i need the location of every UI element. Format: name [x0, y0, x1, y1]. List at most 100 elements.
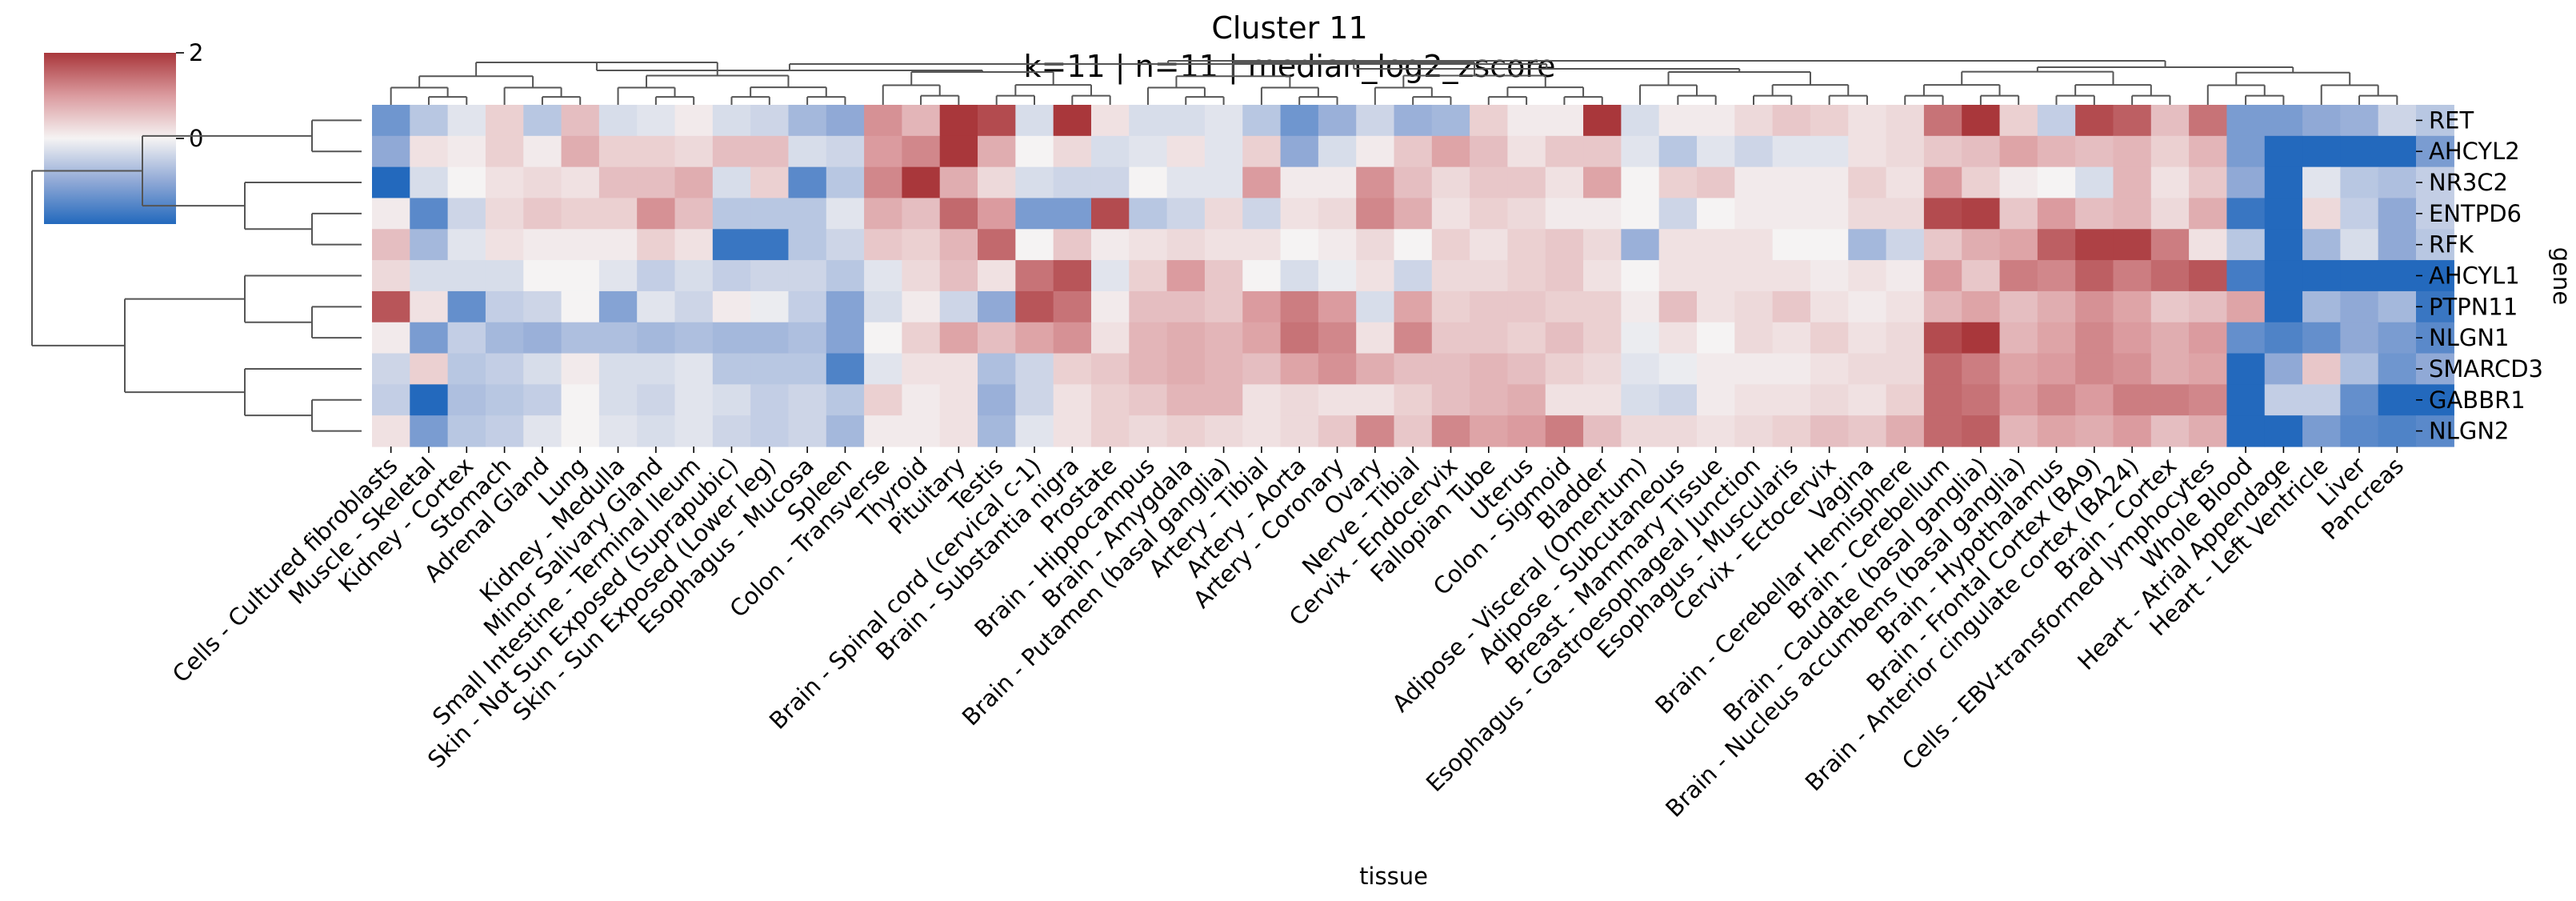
heatmap-cell: [1697, 105, 1735, 137]
heatmap-cell: [1772, 384, 1811, 416]
heatmap-cell: [2302, 384, 2341, 416]
heatmap-cell: [1507, 290, 1546, 323]
heatmap-cell: [2075, 260, 2114, 292]
heatmap-cell: [1090, 290, 1130, 323]
heatmap-cell: [788, 290, 827, 323]
heatmap-cell: [939, 322, 978, 354]
heatmap-cell: [1810, 229, 1849, 261]
heatmap-cell: [2113, 260, 2152, 292]
heatmap-cell: [1507, 229, 1546, 261]
heatmap-cell: [1734, 166, 1774, 199]
heatmap-cell: [410, 166, 449, 199]
heatmap-cell: [2189, 105, 2228, 137]
heatmap-cell: [2075, 322, 2114, 354]
row-label: ENTPD6: [2429, 200, 2522, 227]
heatmap-cell: [1772, 415, 1811, 447]
heatmap-cell: [485, 260, 524, 292]
row-label: NLGN2: [2429, 418, 2509, 445]
heatmap-cell: [1129, 135, 1168, 168]
heatmap-cell: [1129, 290, 1168, 323]
heatmap-cell: [978, 229, 1016, 261]
heatmap-cell: [1129, 260, 1168, 292]
heatmap-cell: [1697, 384, 1735, 416]
heatmap-cell: [2226, 353, 2266, 385]
heatmap-cell: [1962, 322, 2001, 354]
row-label: NLGN1: [2429, 324, 2509, 351]
heatmap-cell: [2226, 384, 2266, 416]
heatmap-cell: [1129, 166, 1168, 199]
heatmap-cell: [1053, 415, 1092, 447]
heatmap-cell: [939, 384, 978, 416]
heatmap-cell: [1129, 415, 1168, 447]
heatmap-cell: [1242, 353, 1282, 385]
heatmap-cell: [939, 229, 978, 261]
heatmap-cell: [674, 260, 714, 292]
heatmap-cell: [1923, 105, 1962, 137]
heatmap-cell: [1545, 105, 1584, 137]
colorbar-tick-label: 2: [189, 39, 203, 66]
heatmap-cell: [1583, 229, 1622, 261]
heatmap-cell: [1621, 415, 1660, 447]
heatmap-cell: [1962, 105, 2001, 137]
heatmap-cell: [2264, 353, 2303, 385]
heatmap-cell: [1166, 290, 1206, 323]
heatmap-cell: [939, 105, 978, 137]
x-axis-label: tissue: [1359, 863, 1428, 890]
heatmap-cell: [1658, 198, 1698, 230]
heatmap-cell: [1923, 384, 1962, 416]
heatmap-cell: [1999, 415, 2038, 447]
heatmap-cell: [1886, 322, 1925, 354]
heatmap-cell: [1545, 260, 1584, 292]
heatmap-cell: [372, 260, 410, 292]
heatmap-cell: [1886, 353, 1925, 385]
heatmap-cell: [902, 322, 941, 354]
heatmap-cell: [1621, 384, 1660, 416]
heatmap-cell: [1697, 166, 1735, 199]
heatmap-cell: [2302, 322, 2341, 354]
heatmap-cell: [1053, 384, 1092, 416]
heatmap-cell: [1507, 322, 1546, 354]
heatmap-cell: [712, 198, 751, 230]
heatmap-cell: [2150, 290, 2190, 323]
heatmap-cell: [2302, 229, 2341, 261]
heatmap-cell: [1356, 229, 1395, 261]
heatmap-cell: [1621, 290, 1660, 323]
heatmap-cell: [1318, 260, 1357, 292]
heatmap-cell: [1734, 198, 1774, 230]
heatmap-cell: [1015, 384, 1054, 416]
heatmap-cell: [2302, 105, 2341, 137]
heatmap-cell: [1545, 166, 1584, 199]
heatmap-cell: [712, 135, 751, 168]
heatmap-cell: [1242, 105, 1282, 137]
heatmap-cell: [2264, 198, 2303, 230]
heatmap-cell: [1470, 260, 1509, 292]
heatmap-cell: [1394, 415, 1433, 447]
heatmap-cell: [1545, 198, 1584, 230]
heatmap-cell: [2226, 415, 2266, 447]
heatmap-cell: [637, 290, 676, 323]
heatmap-cell: [978, 105, 1016, 137]
heatmap-cell: [1242, 322, 1282, 354]
heatmap-cell: [2113, 198, 2152, 230]
heatmap-cell: [1848, 229, 1887, 261]
heatmap-cell: [1999, 260, 2038, 292]
heatmap-cell: [750, 135, 790, 168]
heatmap-cell: [598, 353, 638, 385]
heatmap-cell: [788, 260, 827, 292]
heatmap-cell: [1431, 166, 1470, 199]
heatmap-cell: [2113, 229, 2152, 261]
heatmap-cell: [561, 166, 600, 199]
heatmap-cell: [1431, 290, 1470, 323]
heatmap-cell: [1772, 135, 1811, 168]
heatmap-cell: [2150, 166, 2190, 199]
heatmap-cell: [1734, 415, 1774, 447]
heatmap-cell: [1507, 260, 1546, 292]
heatmap-cell: [1810, 260, 1849, 292]
heatmap-cell: [2075, 135, 2114, 168]
row-dendrogram: [31, 119, 362, 432]
heatmap-cell: [1810, 135, 1849, 168]
heatmap-cell: [1090, 384, 1130, 416]
heatmap-cell: [637, 198, 676, 230]
heatmap-cell: [561, 290, 600, 323]
heatmap-cell: [1431, 198, 1470, 230]
